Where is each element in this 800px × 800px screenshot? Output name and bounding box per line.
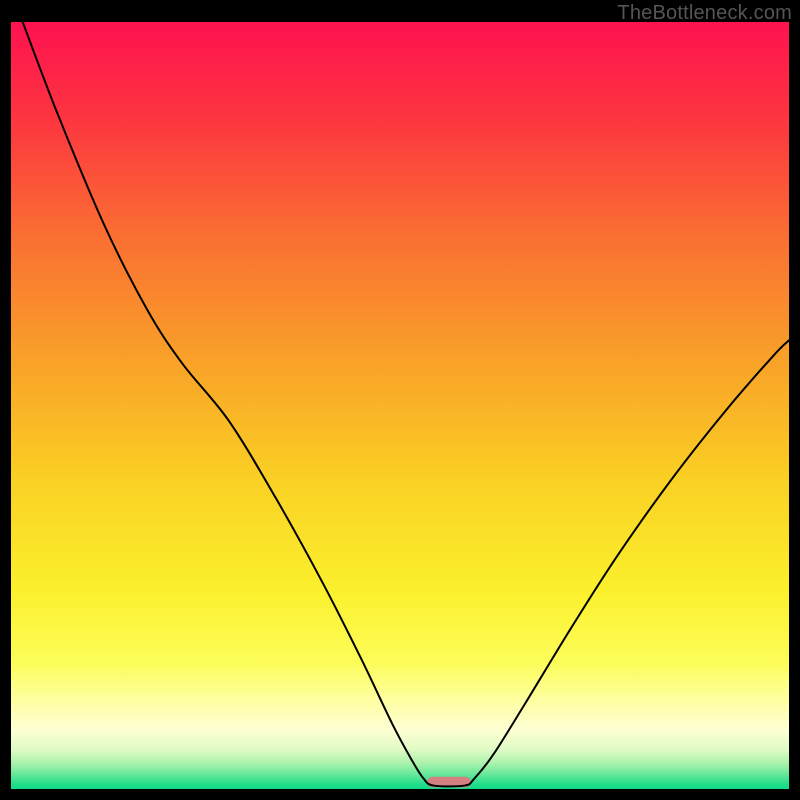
chart-container: TheBottleneck.com	[0, 0, 800, 800]
bottleneck-chart	[0, 0, 800, 800]
watermark-label: TheBottleneck.com	[617, 2, 792, 25]
gradient-background	[11, 22, 789, 789]
